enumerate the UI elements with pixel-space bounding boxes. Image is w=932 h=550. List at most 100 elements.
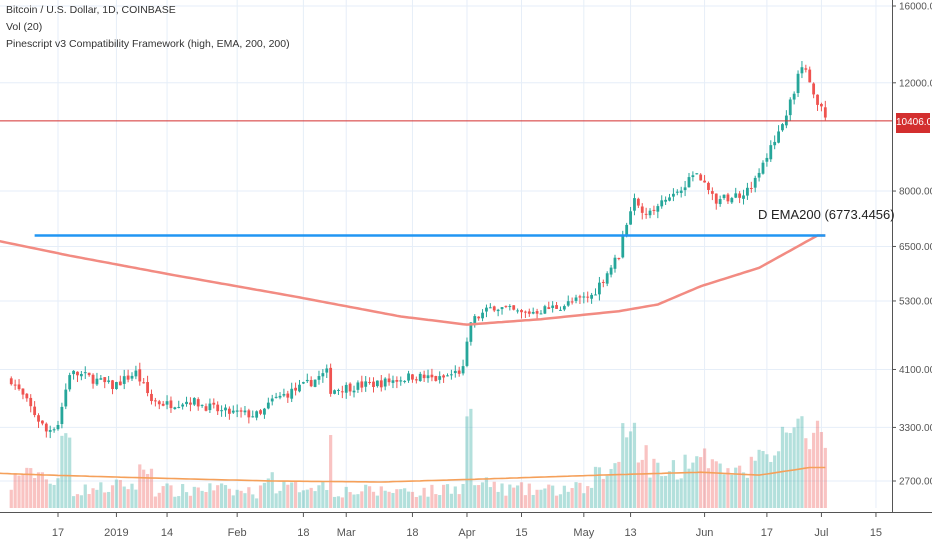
- volume-bar: [473, 485, 477, 508]
- volume-bar: [118, 480, 122, 508]
- candle-body: [375, 380, 379, 387]
- volume-bar: [551, 485, 555, 508]
- volume-bar: [305, 489, 309, 508]
- volume-bar: [274, 493, 278, 508]
- volume-bar: [235, 489, 239, 508]
- candle-body: [333, 390, 336, 394]
- candle-body: [718, 199, 722, 205]
- volume-bar: [457, 494, 461, 508]
- volume-bar: [33, 477, 37, 508]
- volume-bar: [157, 492, 161, 508]
- x-tick-label: 2019: [104, 527, 128, 539]
- candle-body: [76, 371, 79, 376]
- volume-bar: [753, 460, 757, 508]
- x-tick-label: 15: [515, 527, 527, 539]
- volume-bar: [644, 445, 648, 508]
- volume-bar: [430, 484, 434, 508]
- candle-body: [325, 368, 329, 373]
- candle-body: [21, 388, 25, 395]
- candle-body: [364, 381, 368, 387]
- volume-bar: [780, 426, 785, 508]
- candle-body: [746, 187, 749, 196]
- volume-bar: [558, 494, 563, 508]
- volume-bar: [796, 418, 800, 508]
- y-tick-label: 5300.00: [899, 296, 932, 307]
- candle-body: [679, 190, 683, 193]
- volume-bar: [590, 487, 594, 508]
- candle-body: [555, 305, 558, 309]
- volume-bar: [695, 456, 699, 508]
- candle-body: [87, 372, 91, 376]
- volume-bar: [445, 484, 450, 508]
- candle-body: [773, 141, 777, 146]
- volume-bar: [609, 468, 613, 508]
- candle-body: [683, 187, 687, 191]
- volume-bar: [231, 495, 235, 508]
- x-tick-label: Apr: [458, 527, 475, 539]
- candle-body: [33, 406, 37, 416]
- candle-body: [185, 401, 188, 405]
- volume-bar: [823, 447, 827, 508]
- candle-body: [204, 406, 208, 411]
- volume-bar: [79, 495, 83, 508]
- candle-body: [44, 423, 48, 432]
- volume-bar: [504, 495, 508, 508]
- candle-body: [547, 307, 551, 309]
- volume-bar: [488, 487, 492, 508]
- volume-bar: [301, 490, 305, 508]
- candle-body: [383, 378, 387, 387]
- candle-body: [251, 416, 255, 418]
- volume-bar: [165, 483, 169, 508]
- candle-body: [714, 193, 718, 204]
- volume-bar: [819, 432, 824, 508]
- candle-body: [535, 311, 539, 314]
- volume-bar: [278, 490, 282, 508]
- candle-body: [278, 395, 282, 398]
- volume-bar: [757, 449, 761, 508]
- candle-body: [372, 381, 375, 387]
- candle-body: [103, 377, 107, 383]
- volume-bar: [484, 477, 489, 508]
- candle-body: [539, 313, 543, 315]
- candle-body: [812, 83, 816, 95]
- volume-bar: [309, 487, 313, 508]
- volume-bar: [313, 491, 317, 508]
- volume-ma-line: [0, 466, 826, 483]
- candle-body: [150, 393, 153, 402]
- candle-body: [461, 366, 465, 374]
- volume-bar: [438, 495, 442, 508]
- volume-bar: [792, 427, 796, 508]
- volume-bar: [453, 486, 457, 508]
- candle-body: [247, 410, 251, 418]
- candle-body: [485, 307, 488, 312]
- candle-body: [161, 403, 165, 406]
- volume-bar: [403, 488, 407, 508]
- volume-bar: [691, 462, 695, 508]
- volume-bar: [597, 467, 602, 508]
- candle-body: [72, 370, 75, 375]
- volume-bar: [169, 485, 173, 508]
- x-tick-label: 18: [297, 527, 309, 539]
- y-tick-label: 4100.00: [899, 365, 932, 376]
- candle-body: [457, 370, 461, 374]
- volume-bar: [539, 489, 543, 508]
- candle-body: [820, 103, 823, 107]
- candle-body: [37, 415, 40, 422]
- candle-body: [309, 380, 313, 387]
- last-price-tag: 10406.00: [896, 113, 932, 133]
- candle-body: [111, 380, 114, 390]
- volume-bar: [706, 468, 711, 508]
- ema200-line: [0, 234, 826, 326]
- volume-bar: [652, 458, 656, 508]
- volume-bar: [773, 455, 777, 508]
- volume-bar: [64, 433, 68, 508]
- x-tick-label: Feb: [228, 527, 247, 539]
- candle-body: [508, 306, 512, 308]
- volume-bar: [83, 484, 87, 508]
- volume-bar: [177, 496, 181, 508]
- volume-bar: [500, 483, 504, 508]
- candle-body: [469, 322, 473, 342]
- volume-bar: [107, 491, 111, 508]
- y-tick-label: 8000.00: [899, 187, 932, 198]
